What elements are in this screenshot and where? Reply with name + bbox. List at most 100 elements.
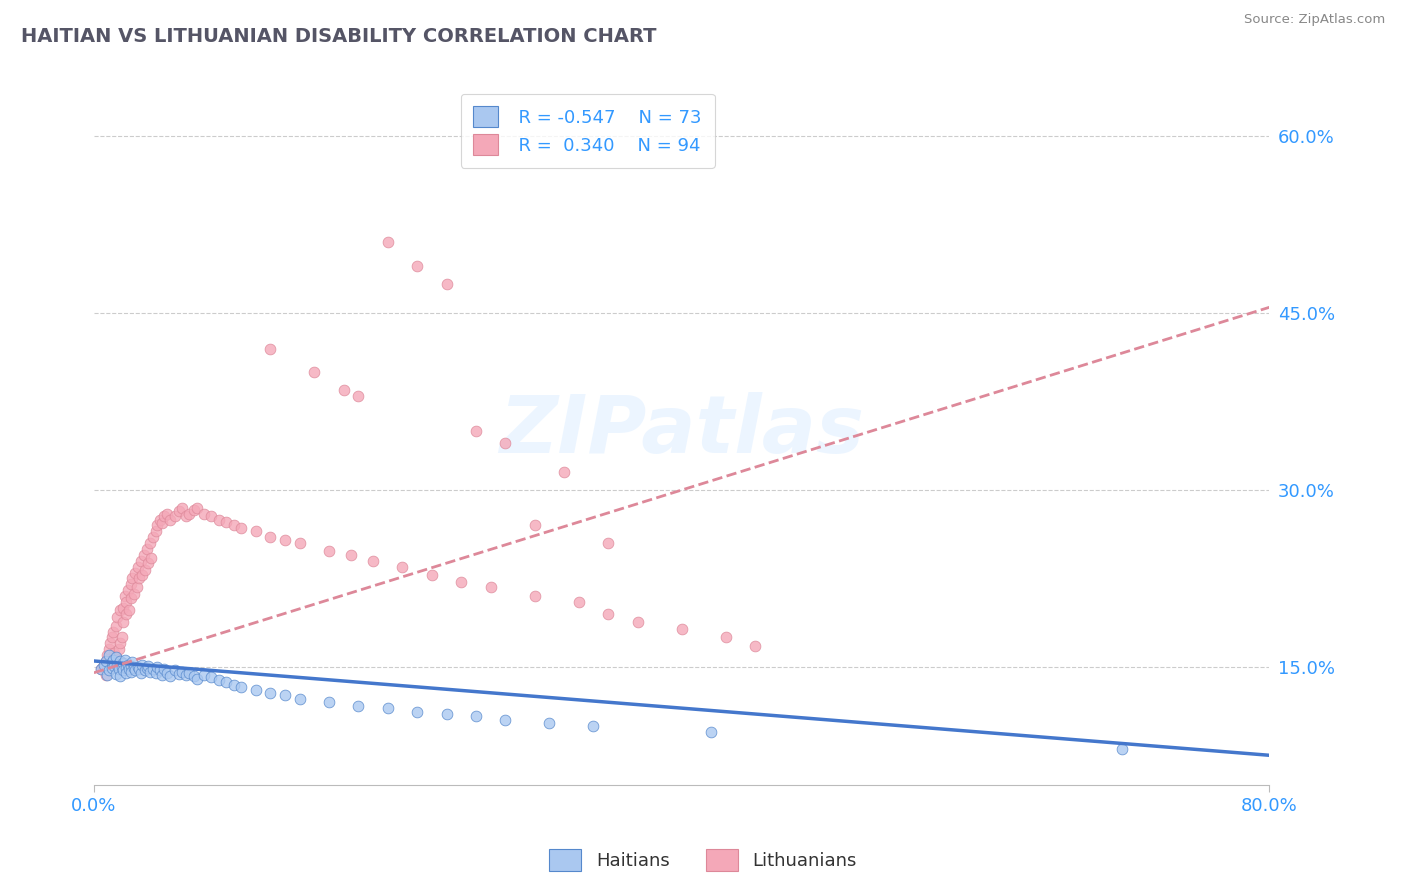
Point <box>142 662 165 676</box>
Point <box>222 518 245 533</box>
Point <box>179 507 201 521</box>
Point <box>150 516 173 530</box>
Point <box>153 508 176 523</box>
Point <box>131 568 153 582</box>
Point <box>134 563 156 577</box>
Point <box>183 503 205 517</box>
Point <box>90 662 112 676</box>
Point <box>153 662 176 676</box>
Point <box>149 512 172 526</box>
Point <box>406 259 429 273</box>
Point <box>163 508 186 523</box>
Point <box>111 660 134 674</box>
Point <box>110 603 132 617</box>
Point <box>145 665 167 680</box>
Point <box>340 548 363 562</box>
Point <box>125 580 148 594</box>
Text: HAITIAN VS LITHUANIAN DISABILITY CORRELATION CHART: HAITIAN VS LITHUANIAN DISABILITY CORRELA… <box>21 27 657 45</box>
Point <box>101 624 124 639</box>
Point <box>132 548 155 562</box>
Point <box>104 650 127 665</box>
Point <box>100 654 122 668</box>
Point <box>139 536 162 550</box>
Point <box>163 664 186 678</box>
Point <box>100 655 122 669</box>
Point <box>118 662 141 676</box>
Point <box>259 342 281 356</box>
Point <box>97 662 120 676</box>
Point <box>100 631 122 645</box>
Point <box>391 559 413 574</box>
Point <box>176 668 198 682</box>
Point <box>118 603 141 617</box>
Point <box>288 536 311 550</box>
Point <box>110 654 132 668</box>
Point <box>172 665 194 679</box>
Point <box>150 668 173 682</box>
Point <box>436 277 458 291</box>
Point <box>108 642 131 657</box>
Point <box>120 577 142 591</box>
Point <box>114 653 136 667</box>
Point <box>112 664 135 678</box>
Point <box>304 365 326 379</box>
Point <box>186 500 208 515</box>
Point <box>122 661 145 675</box>
Point <box>245 524 267 539</box>
Point <box>494 713 516 727</box>
Point <box>103 646 125 660</box>
Point <box>193 507 215 521</box>
Point <box>222 677 245 691</box>
Point <box>135 661 157 675</box>
Point <box>112 601 135 615</box>
Point <box>129 665 152 680</box>
Point <box>115 595 138 609</box>
Point <box>479 580 502 594</box>
Point <box>110 636 132 650</box>
Point <box>134 664 156 678</box>
Point <box>94 668 117 682</box>
Point <box>274 533 297 547</box>
Point <box>332 383 354 397</box>
Point <box>167 667 190 681</box>
Point <box>139 665 162 679</box>
Point <box>420 568 443 582</box>
Point <box>229 680 252 694</box>
Point <box>129 554 152 568</box>
Point <box>156 507 179 521</box>
Point <box>117 583 139 598</box>
Point <box>111 631 134 645</box>
Point <box>744 639 766 653</box>
Point <box>136 658 159 673</box>
Point <box>107 657 129 672</box>
Point <box>464 709 486 723</box>
Point <box>136 556 159 570</box>
Point <box>626 615 648 629</box>
Point <box>124 566 146 580</box>
Point <box>347 389 370 403</box>
Point <box>120 591 142 606</box>
Point <box>104 667 127 681</box>
Point <box>97 664 120 678</box>
Point <box>156 665 179 680</box>
Point <box>208 673 231 687</box>
Point <box>347 698 370 713</box>
Point <box>110 669 132 683</box>
Point <box>142 530 165 544</box>
Point <box>97 642 120 657</box>
Point <box>208 512 231 526</box>
Point <box>101 653 124 667</box>
Point <box>145 524 167 539</box>
Point <box>193 668 215 682</box>
Point <box>104 618 127 632</box>
Point <box>523 518 546 533</box>
Point <box>98 636 121 650</box>
Point <box>318 544 340 558</box>
Point <box>103 658 125 673</box>
Point <box>245 683 267 698</box>
Point <box>114 589 136 603</box>
Point <box>215 515 238 529</box>
Point <box>121 655 143 669</box>
Point <box>568 595 591 609</box>
Point <box>141 551 163 566</box>
